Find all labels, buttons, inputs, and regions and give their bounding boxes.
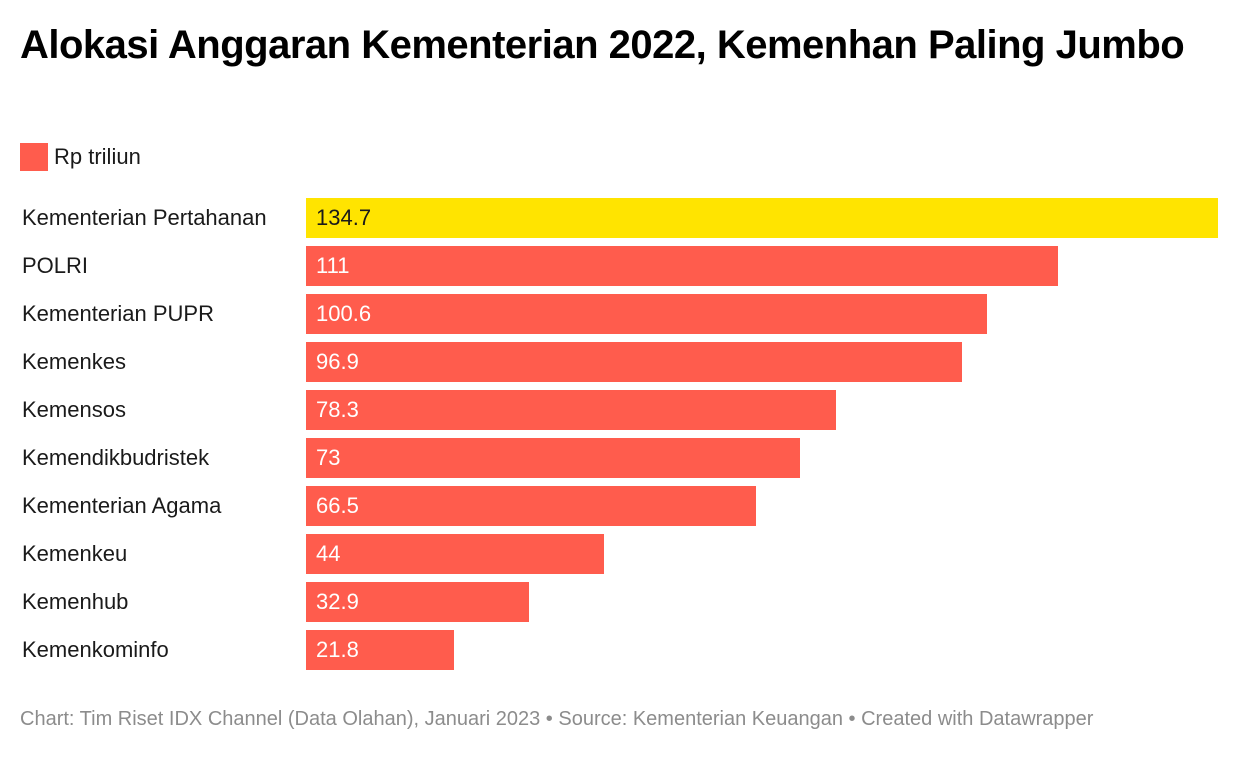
bar xyxy=(306,438,800,478)
bar-value-label: 32.9 xyxy=(316,589,359,614)
category-label: Kemenkeu xyxy=(22,541,128,566)
bar-chart: Kementerian Pertahanan 134.7 POLRI 111 Kemen… xyxy=(0,198,1240,678)
bar-value-label: 73 xyxy=(316,445,341,470)
bar-value-label: 100.6 xyxy=(316,301,372,326)
bar-row: Kemenkominfo 21.8 xyxy=(0,630,1240,670)
legend: Rp triliun xyxy=(20,142,141,172)
bar-row: Kementerian PUPR 100.6 xyxy=(0,294,1240,334)
bar xyxy=(306,486,756,526)
category-label: Kemenkes xyxy=(22,349,126,374)
legend-swatch xyxy=(20,143,48,171)
category-label: Kementerian Pertahanan xyxy=(22,205,267,230)
bar xyxy=(306,390,836,430)
bar-value-label: 96.9 xyxy=(316,349,359,374)
bar xyxy=(306,582,529,622)
bar-row: Kemendikbudristek 73 xyxy=(0,438,1240,478)
chart-footer: Chart: Tim Riset IDX Channel (Data Olaha… xyxy=(20,708,1094,730)
category-label: Kemenkominfo xyxy=(22,637,169,662)
bar-row: POLRI 111 xyxy=(0,246,1240,286)
bar-value-label: 134.7 xyxy=(316,205,372,230)
category-label: Kemenhub xyxy=(22,589,129,614)
bar xyxy=(306,342,962,382)
bar xyxy=(306,246,1058,286)
category-label: Kementerian PUPR xyxy=(22,301,214,326)
bar-value-label: 21.8 xyxy=(316,637,359,662)
bar-row: Kementerian Pertahanan 134.7 xyxy=(0,198,1240,238)
category-label: POLRI xyxy=(22,253,89,278)
bar-value-label: 111 xyxy=(316,253,350,278)
bar-value-label: 66.5 xyxy=(316,493,359,518)
bar-row: Kemenkes 96.9 xyxy=(0,342,1240,382)
bar-row: Kemenhub 32.9 xyxy=(0,582,1240,622)
category-label: Kementerian Agama xyxy=(22,493,222,518)
bar-row: Kemenkeu 44 xyxy=(0,534,1240,574)
legend-label: Rp triliun xyxy=(54,144,141,169)
bar-row: Kemensos 78.3 xyxy=(0,390,1240,430)
bar-row: Kementerian Agama 66.5 xyxy=(0,486,1240,526)
bar xyxy=(306,534,604,574)
bar xyxy=(306,294,987,334)
bar-value-label: 78.3 xyxy=(316,397,359,422)
chart-title: Alokasi Anggaran Kementerian 2022, Kemen… xyxy=(20,23,1185,67)
category-label: Kemensos xyxy=(22,397,126,422)
category-label: Kemendikbudristek xyxy=(22,445,210,470)
bar-value-label: 44 xyxy=(316,541,341,566)
bar xyxy=(306,198,1218,238)
bar xyxy=(306,630,454,670)
